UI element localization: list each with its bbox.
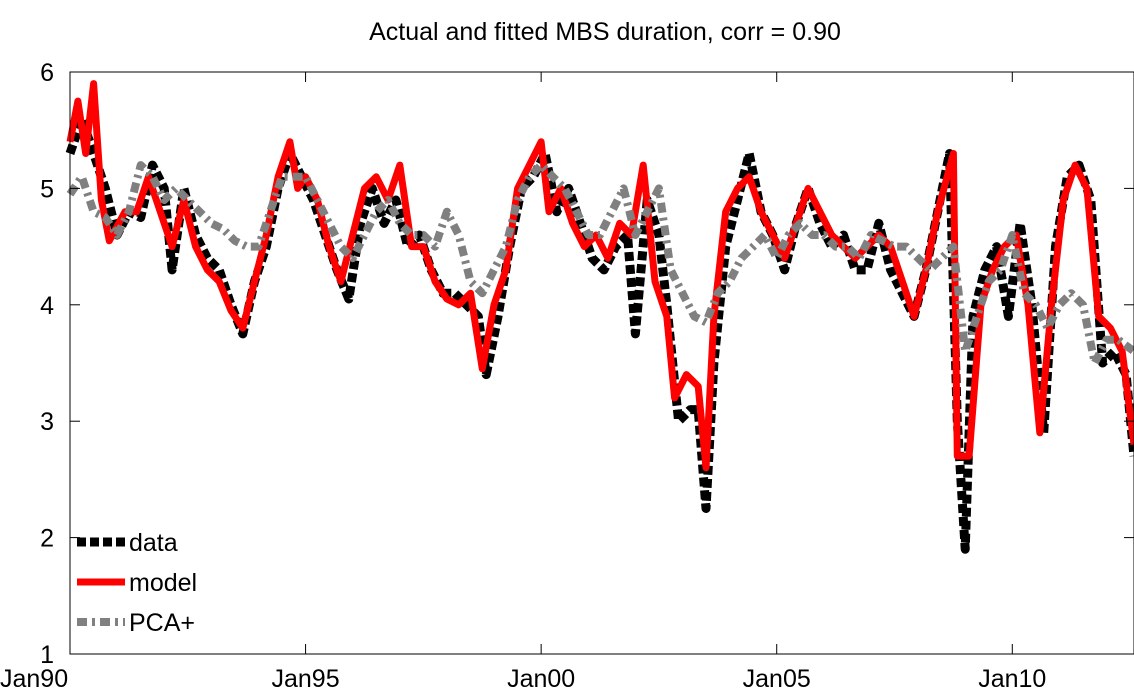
series-layer	[65, 80, 1134, 554]
series-line-model	[66, 80, 1134, 472]
x-tick-label: Jan00	[507, 665, 575, 693]
x-tick-label: Jan05	[743, 665, 811, 693]
y-tick-label: 2	[40, 525, 54, 553]
legend-label: model	[129, 569, 197, 597]
legend-label: data	[129, 529, 178, 557]
legend: data model PCA+	[77, 529, 197, 637]
series-line-pca-	[66, 161, 1134, 367]
chart-title: Actual and fitted MBS duration, corr = 0…	[369, 18, 841, 46]
y-tick-label: 6	[40, 59, 54, 87]
legend-label: PCA+	[129, 609, 195, 637]
y-tick-label: 5	[40, 175, 54, 203]
plot-frame	[69, 71, 1134, 655]
x-tick-label: Jan90	[0, 665, 68, 693]
x-tick-label: Jan95	[272, 665, 340, 693]
x-tick-label: Jan10	[978, 665, 1046, 693]
axes-layer: 1 2 3 4 5 6 Jan90 Jan95 Jan00 Jan05 Jan10	[0, 59, 1134, 693]
y-tick-label: 1	[40, 641, 54, 669]
y-tick-label: 4	[40, 292, 54, 320]
series-line-data	[65, 114, 1134, 554]
y-tick-label: 3	[40, 408, 54, 436]
